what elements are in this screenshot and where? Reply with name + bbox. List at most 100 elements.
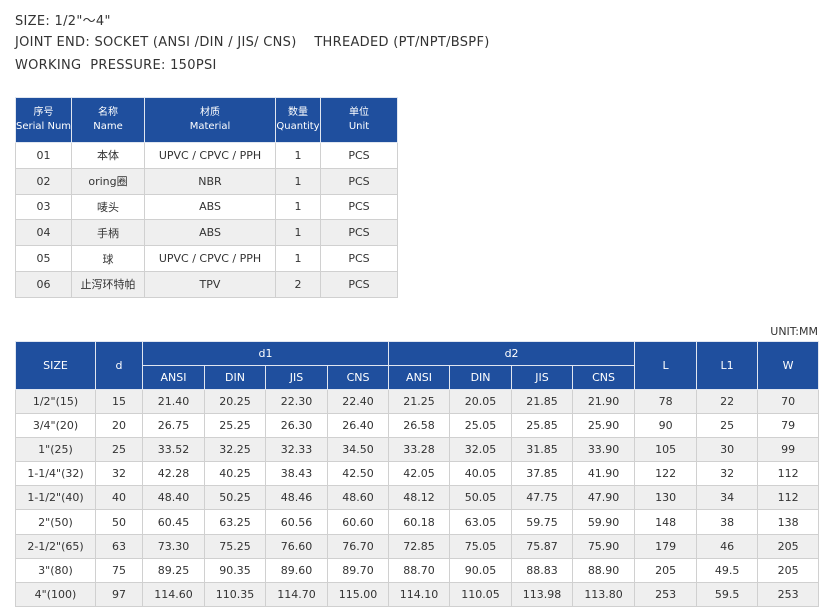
table-cell: ABS <box>144 193 276 221</box>
table-cell: 25.25 <box>204 413 266 439</box>
header-cell: d2 <box>388 341 636 366</box>
table-cell: 止泻环特帕 <box>71 270 145 298</box>
table-cell: 88.83 <box>511 557 574 583</box>
table-cell: 179 <box>634 533 698 559</box>
header-cell: W <box>757 341 820 390</box>
table-cell: UPVC / CPVC / PPH <box>144 245 276 272</box>
table-cell: 20.05 <box>449 388 513 415</box>
header-cell: DIN <box>204 365 266 390</box>
table-cell: 89.25 <box>142 557 205 583</box>
header-cell: L1 <box>696 341 759 390</box>
table-cell: 40.05 <box>449 461 513 487</box>
table-cell: 1-1/4"(32) <box>15 461 96 487</box>
table-cell: 115.00 <box>326 581 390 607</box>
header-text: 材质 <box>200 107 220 118</box>
header-text: Material <box>189 121 231 132</box>
table-cell: 21.90 <box>572 388 636 415</box>
table-cell: TPV <box>144 270 276 298</box>
table-row: 1-1/4"(32) 32 42.28 40.25 38.43 42.50 42.05 40.… <box>15 461 820 487</box>
table-cell: 20 <box>95 413 143 439</box>
table-row: 2"(50) 50 60.45 63.25 60.56 60.60 60.18 63.05 59… <box>15 509 820 535</box>
table-cell: NBR <box>144 167 276 195</box>
header-text: Quantity <box>276 121 320 132</box>
table-cell: 114.10 <box>388 581 451 607</box>
table-cell: 25.05 <box>449 413 513 439</box>
table-cell: 25 <box>95 437 143 463</box>
table-cell: 73.30 <box>142 533 205 559</box>
table-cell: 114.70 <box>265 581 328 607</box>
table-cell: 50 <box>95 509 143 535</box>
table-cell: 76.70 <box>326 533 390 559</box>
unit-label: UNIT:MM <box>770 325 818 338</box>
table-cell: 1 <box>275 142 321 169</box>
table-cell: 75.05 <box>449 533 513 559</box>
table-cell: 3/4"(20) <box>15 413 96 439</box>
header-row: SIZE d d1 d2 L L1 W <box>15 341 820 390</box>
table-cell: 34.50 <box>326 437 390 463</box>
table-row: 01 本体 UPVC / CPVC / PPH 1 PCS <box>15 142 398 169</box>
table-cell: oring圈 <box>71 167 145 195</box>
header-cell: ANSI <box>142 365 205 390</box>
table-cell: 48.12 <box>388 485 451 511</box>
header-cell: 名称 Name <box>71 97 145 143</box>
table-cell: 32.33 <box>265 437 328 463</box>
table-cell: 33.52 <box>142 437 205 463</box>
table-cell: 40.25 <box>204 461 266 487</box>
table-cell: PCS <box>320 142 398 169</box>
table-cell: 105 <box>634 437 698 463</box>
table-cell: 148 <box>634 509 698 535</box>
header-cell: L <box>634 341 698 390</box>
header-cell: SIZE <box>15 341 96 390</box>
table-row: 1-1/2"(40) 40 48.40 50.25 48.46 48.60 48.12 50.… <box>15 485 820 511</box>
header-cell: JIS <box>265 365 328 390</box>
header-cell: CNS <box>326 365 390 390</box>
table-cell: 60.56 <box>265 509 328 535</box>
table-cell: 42.50 <box>326 461 390 487</box>
spec-line: SIZE: 1/2"～4" <box>15 14 111 29</box>
table-cell: 3"(80) <box>15 557 96 583</box>
table-cell: 60.18 <box>388 509 451 535</box>
table-cell: 1-1/2"(40) <box>15 485 96 511</box>
header-cell: 序号 Serial Number <box>15 97 72 143</box>
table-cell: 1 <box>275 193 321 221</box>
table-cell: 205 <box>757 533 820 559</box>
table-cell: 1"(25) <box>15 437 96 463</box>
table-cell: 25.90 <box>572 413 636 439</box>
table-cell: 42.05 <box>388 461 451 487</box>
table-cell: 38.43 <box>265 461 328 487</box>
table-cell: 113.98 <box>511 581 574 607</box>
table-cell: 59.5 <box>696 581 759 607</box>
table-row: 3/4"(20) 20 26.75 25.25 26.30 26.40 26.58 25.05… <box>15 413 820 439</box>
table-cell: 32.05 <box>449 437 513 463</box>
table-cell: 50.05 <box>449 485 513 511</box>
table-cell: 唛头 <box>71 193 145 221</box>
table-cell: 25.85 <box>511 413 574 439</box>
table-cell: 130 <box>634 485 698 511</box>
table-cell: 138 <box>757 509 820 535</box>
header-text: 名称 <box>98 107 118 118</box>
table-cell: PCS <box>320 193 398 221</box>
table-cell: 2 <box>275 270 321 298</box>
table-cell: 1/2"(15) <box>15 388 96 415</box>
header-row: ANSI DIN JIS CNS ANSI DIN JIS CNS <box>16 365 819 390</box>
table-cell: 20.25 <box>204 388 266 415</box>
table-cell: 46 <box>696 533 759 559</box>
table-cell: 1 <box>275 219 321 247</box>
table-cell: 22 <box>696 388 759 415</box>
table-cell: 01 <box>15 142 72 169</box>
table-cell: 59.75 <box>511 509 574 535</box>
table-cell: 21.40 <box>142 388 205 415</box>
table-cell: 76.60 <box>265 533 328 559</box>
table-cell: 60.45 <box>142 509 205 535</box>
table-cell: ABS <box>144 219 276 247</box>
table-cell: 78 <box>634 388 698 415</box>
table-row: 05 球 UPVC / CPVC / PPH 1 PCS <box>15 245 398 272</box>
table-cell: 40 <box>95 485 143 511</box>
table-cell: 32 <box>696 461 759 487</box>
table-cell: 26.58 <box>388 413 451 439</box>
table-row: 04 手柄 ABS 1 PCS <box>15 219 398 247</box>
table-cell: 26.30 <box>265 413 328 439</box>
table-cell: 47.75 <box>511 485 574 511</box>
table-cell: 15 <box>95 388 143 415</box>
